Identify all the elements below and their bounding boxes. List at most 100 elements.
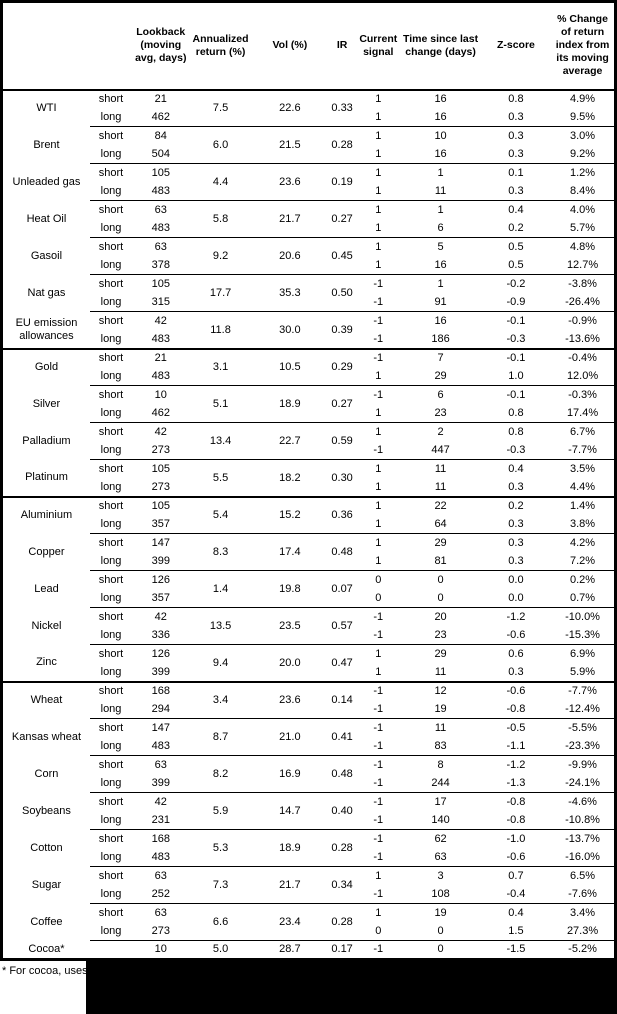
col-position	[89, 1, 133, 91]
table-row: long 231 -1 140 -0.8 -10.8%	[2, 811, 616, 830]
cell-lookback: 483	[151, 369, 170, 382]
cell-zscore: -0.6	[480, 680, 552, 700]
cell-zscore: 0.3	[480, 126, 552, 145]
cell-position: long	[100, 702, 122, 715]
cell-vol: 22.7	[251, 422, 329, 460]
cell-annualized-return: 5.3	[189, 829, 252, 867]
table-row: Soybeans short 42 5.9 14.7 0.40 -1 17 -0.8 -4.6%	[2, 792, 616, 830]
cell-position: long	[100, 258, 122, 271]
cell-time-since-change: 91	[434, 295, 447, 308]
cell-vol: 21.5	[251, 126, 329, 164]
cell-position: long	[100, 776, 122, 789]
commodity-name: Heat Oil	[26, 212, 67, 225]
cell-current-signal: 1	[356, 163, 401, 182]
cell-annualized-return: 5.9	[189, 792, 252, 830]
cell-pct-change: -15.3%	[565, 628, 600, 641]
cell-pct-change: 4.2%	[551, 533, 616, 552]
cell-current-signal: -1	[373, 295, 384, 308]
cell-lookback: 105	[132, 274, 190, 293]
commodity-name: Lead	[34, 582, 59, 595]
cell-current-signal: -1	[373, 887, 384, 900]
cell-vol: 20.6	[251, 237, 329, 275]
cell-time-since-change: 83	[434, 739, 447, 752]
cell-annualized-return: 9.4	[189, 644, 252, 682]
cell-ir: 0.27	[328, 200, 357, 238]
cell-position: long	[100, 924, 122, 937]
cell-ir: 0.07	[328, 570, 357, 608]
cell-lookback: 63	[132, 237, 190, 256]
cell-current-signal: -1	[373, 443, 384, 456]
cell-current-signal: 1	[375, 406, 382, 419]
cell-pct-change: -5.2%	[551, 940, 616, 959]
table-row: Brent short 84 6.0 21.5 0.28 1 10 0.3 3.0%	[2, 126, 616, 164]
cell-zscore: -0.1	[480, 385, 552, 404]
cell-zscore: 0.4	[480, 903, 552, 922]
cell-lookback: 399	[151, 665, 170, 678]
cell-lookback: 63	[132, 200, 190, 219]
cell-zscore: -0.6	[506, 628, 526, 641]
cell-current-signal: 1	[356, 459, 401, 478]
commodity-name: Gold	[1, 347, 90, 386]
cell-zscore: -1.0	[480, 829, 552, 848]
footnote-row: * For cocoa, uses o	[0, 960, 617, 1014]
cell-pct-change: 3.0%	[551, 126, 616, 145]
cell-position: long	[100, 813, 122, 826]
table-row: long 483 1 6 0.2 5.7%	[2, 219, 616, 238]
commodity-name: Brent	[33, 138, 60, 151]
cell-zscore: 0.5	[480, 237, 552, 256]
cell-current-signal: 1	[375, 184, 382, 197]
commodity-name: Wheat	[1, 680, 90, 719]
cell-vol: 14.7	[251, 792, 329, 830]
cell-lookback: 252	[151, 887, 170, 900]
cell-time-since-change: 108	[431, 887, 450, 900]
table-row: long 399 1 81 0.3 7.2%	[2, 552, 616, 571]
table-row: Cotton short 168 5.3 18.9 0.28 -1 62 -1.0 -13.7%	[2, 829, 616, 867]
cell-zscore: 0.5	[508, 258, 524, 271]
cell-time-since-change: 140	[431, 813, 450, 826]
cell-annualized-return: 4.4	[189, 163, 252, 201]
cell-lookback: 42	[132, 311, 190, 330]
cell-ir: 0.36	[328, 495, 357, 534]
table-row: Zinc short 126 9.4 20.0 0.47 1 29 0.6 6.9%	[2, 644, 616, 682]
cell-lookback: 63	[132, 866, 190, 885]
cell-pct-change: -16.0%	[565, 850, 600, 863]
commodity-name: Coffee	[30, 915, 63, 928]
commodity-name: Palladium	[22, 434, 71, 447]
cell-pct-change: 6.7%	[551, 422, 616, 441]
cell-lookback: 483	[151, 739, 170, 752]
table-row: long 399 -1 244 -1.3 -24.1%	[2, 774, 616, 793]
footnote-text: * For cocoa, uses o	[2, 964, 86, 977]
cell-position: long	[100, 887, 122, 900]
cell-lookback: 273	[151, 924, 170, 937]
col-annualized-return: Annualized return (%)	[189, 1, 252, 91]
cell-lookback: 84	[132, 126, 190, 145]
cell-ir: 0.14	[328, 680, 357, 719]
cell-current-signal: 1	[356, 533, 401, 552]
cell-lookback: 147	[132, 718, 190, 737]
cell-zscore: 0.8	[508, 406, 524, 419]
cell-position: long	[100, 147, 122, 160]
cell-time-since-change: 16	[400, 311, 481, 330]
cell-vol: 18.9	[251, 829, 329, 867]
cell-lookback: 63	[132, 903, 190, 922]
cell-pct-change: -7.7%	[551, 680, 616, 700]
commodity-name: Unleaded gas	[12, 175, 81, 188]
cell-position: short	[89, 385, 133, 404]
cell-zscore: 0.1	[480, 163, 552, 182]
cell-pct-change: -10.8%	[565, 813, 600, 826]
commodity-name: Soybeans	[21, 804, 71, 817]
cell-ir: 0.40	[328, 792, 357, 830]
cell-lookback: 462	[151, 406, 170, 419]
cell-current-signal: -1	[356, 829, 401, 848]
cell-pct-change: -12.4%	[565, 702, 600, 715]
cell-lookback: 294	[151, 702, 170, 715]
cell-time-since-change: 63	[434, 850, 447, 863]
table-row: long 483 -1 186 -0.3 -13.6%	[2, 330, 616, 349]
cell-pct-change: 12.7%	[566, 258, 599, 271]
col-vol: Vol (%)	[251, 1, 329, 91]
cell-vol: 18.2	[251, 459, 329, 497]
cell-lookback: 105	[132, 459, 190, 478]
cell-lookback: 126	[132, 570, 190, 589]
cell-position: long	[100, 517, 122, 530]
cell-current-signal: 1	[375, 517, 382, 530]
